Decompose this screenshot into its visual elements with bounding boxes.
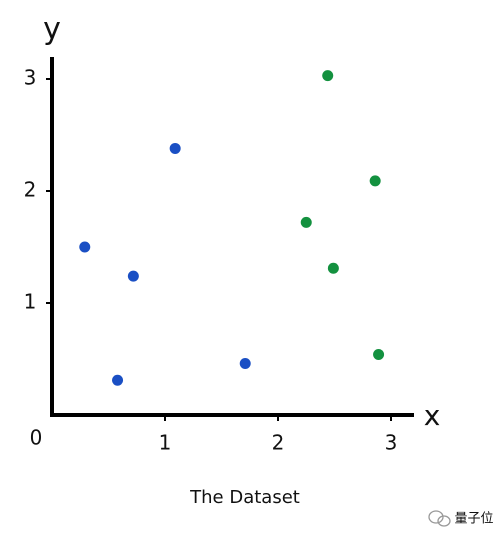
y-tick-label: 2 (24, 178, 37, 202)
point (79, 241, 91, 253)
watermark-icon (428, 510, 451, 527)
chart-title: The Dataset (189, 487, 300, 508)
point (239, 357, 251, 369)
point (373, 349, 385, 361)
y-tick-label: 1 (24, 290, 37, 314)
y-axis-label: y (43, 12, 61, 47)
y-tick-label: 3 (24, 66, 37, 90)
x-tick-label: 3 (385, 431, 398, 455)
point (322, 70, 334, 82)
x-axis-label: x (424, 399, 441, 432)
origin-label: 0 (30, 426, 43, 450)
watermark: 量子位 (454, 512, 493, 527)
point (112, 374, 124, 386)
point (169, 142, 181, 154)
point (300, 216, 312, 228)
point (327, 262, 339, 274)
x-tick-label: 1 (159, 431, 172, 455)
point (127, 270, 139, 282)
x-tick-label: 2 (272, 431, 285, 455)
point (369, 175, 381, 187)
